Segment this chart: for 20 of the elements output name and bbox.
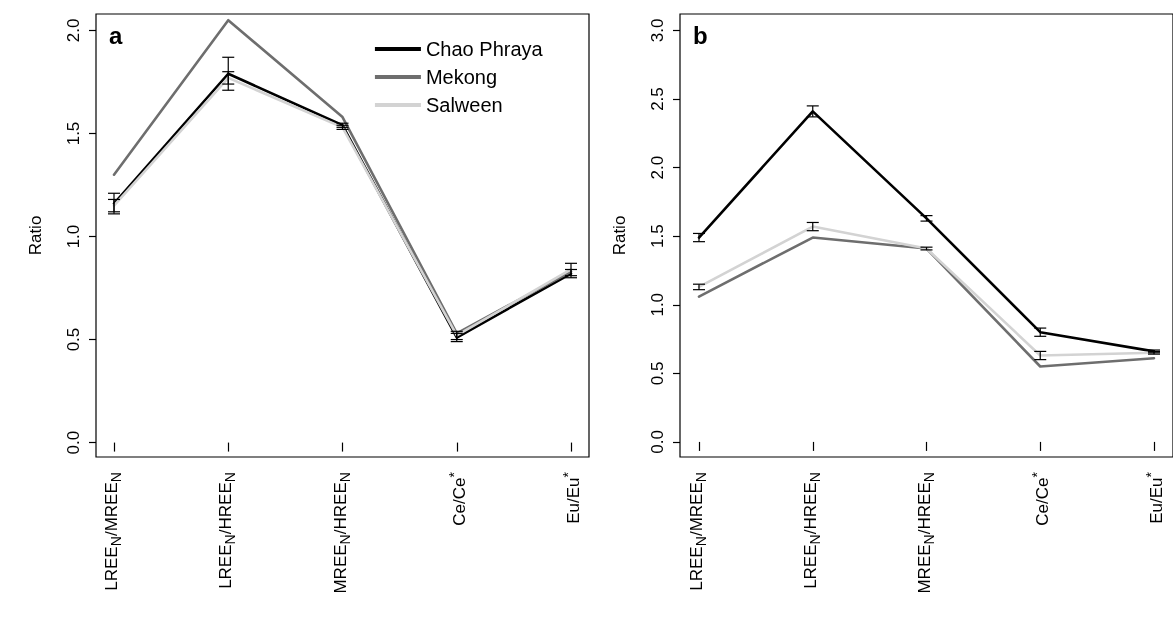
legend-label: Mekong	[425, 66, 498, 88]
y-tick-label: 0.5	[64, 327, 83, 352]
legend-label: Chao Phraya	[425, 38, 544, 60]
y-axis-title: Ratio	[610, 215, 629, 256]
y-tick-label: 1.0	[64, 224, 83, 249]
y-tick-label: 2.0	[64, 18, 83, 43]
y-tick-label: 0.0	[648, 430, 667, 454]
y-tick-label: 3.0	[648, 18, 667, 43]
y-tick-label: 1.0	[648, 292, 667, 317]
legend-label: Salween	[425, 94, 503, 116]
y-tick-label: 1.5	[64, 121, 83, 146]
chart-title: b	[693, 21, 708, 49]
y-tick-label: 2.5	[648, 87, 667, 111]
y-tick-label: 1.5	[648, 224, 667, 249]
y-axis-title: Ratio	[26, 215, 45, 256]
y-tick-label: 0.0	[64, 430, 83, 455]
chart-title: a	[109, 21, 123, 49]
y-tick-label: 2.0	[648, 155, 667, 180]
y-tick-label: 0.5	[648, 361, 667, 386]
line-series	[697, 236, 1156, 368]
